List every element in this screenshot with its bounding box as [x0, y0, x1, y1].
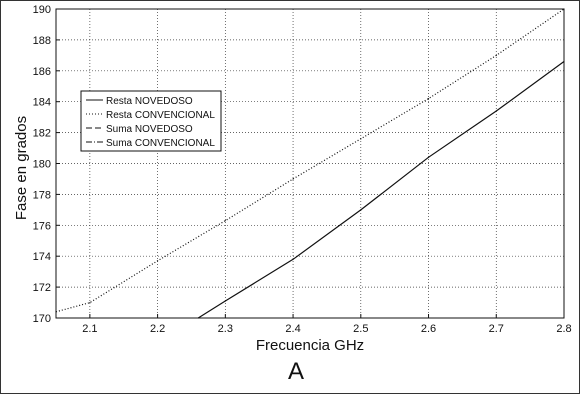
legend-label-2: Suma NOVEDOSO — [106, 124, 193, 135]
series-1-point — [157, 260, 159, 262]
series-0-point — [360, 209, 362, 211]
y-tick-label: 170 — [33, 313, 51, 325]
plot-background — [56, 9, 564, 318]
x-tick-label: 2.1 — [82, 323, 97, 335]
x-tick-label: 2.2 — [150, 323, 165, 335]
axis-ticks: 2.1 2.2 2.3 2.4 2.5 2.6 2.7 2.8 170 172 174 176 178 1… — [33, 4, 572, 335]
plot-area: 2.1 2.2 2.3 2.4 2.5 2.6 2.7 2.8 170 172 174 176 178 1… — [33, 4, 572, 335]
x-tick-label: 2.7 — [489, 323, 504, 335]
legend-label-0: Resta NOVEDOSO — [106, 96, 193, 107]
y-tick-label: 178 — [33, 189, 51, 201]
x-tick-label: 2.6 — [421, 323, 436, 335]
y-tick-label: 184 — [33, 97, 51, 109]
x-tick-label: 2.5 — [353, 323, 368, 335]
series-1-point — [495, 54, 497, 56]
legend-box — [80, 90, 222, 152]
legend-label-3: Suma CONVENCIONAL — [106, 138, 215, 149]
x-tick-label: 2.3 — [218, 323, 233, 335]
y-tick-label: 176 — [33, 220, 51, 232]
panel-label: A — [288, 358, 304, 385]
series-0-point — [427, 156, 430, 158]
y-tick-label: 174 — [33, 251, 51, 263]
x-axis-label: Frecuencia GHz — [256, 337, 364, 354]
y-tick-label: 180 — [33, 159, 51, 171]
series-1-point — [224, 220, 226, 222]
series-1-point — [360, 138, 362, 140]
y-axis-label: Fase en grados — [13, 116, 30, 220]
y-tick-label: 182 — [33, 128, 51, 140]
series-1-point — [89, 301, 91, 304]
series-1-point — [427, 98, 430, 100]
y-tick-label: 188 — [33, 35, 51, 47]
series-0-point — [292, 258, 294, 260]
series-layer — [55, 8, 565, 319]
legend-label-1: Resta CONVENCIONAL — [106, 110, 215, 121]
x-tick-label: 2.4 — [285, 323, 300, 335]
y-tick-label: 190 — [33, 4, 51, 16]
series-1-point — [292, 178, 294, 180]
y-tick-label: 172 — [33, 282, 51, 294]
legend: Resta NOVEDOSO Resta CONVENCIONAL Suma NOV… — [80, 90, 222, 152]
series-0-point — [495, 110, 497, 112]
y-tick-label: 186 — [33, 66, 51, 78]
series-0-point — [224, 300, 226, 302]
x-tick-label: 2.8 — [556, 323, 571, 335]
